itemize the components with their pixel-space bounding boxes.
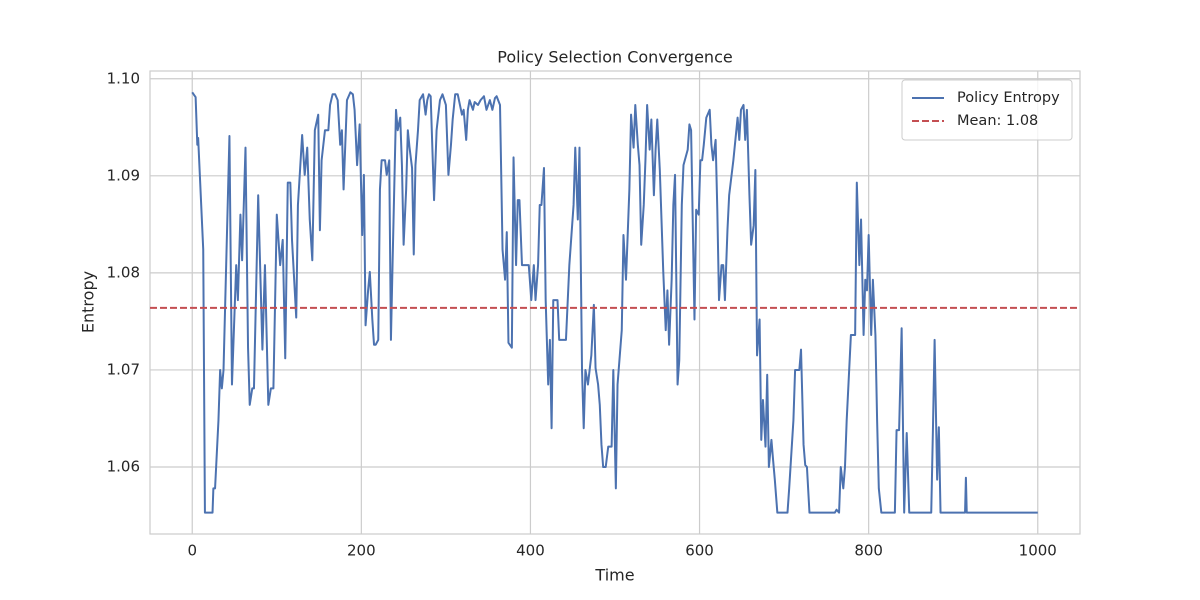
- x-axis-label: Time: [594, 566, 634, 585]
- y-axis-label: Entropy: [79, 271, 98, 333]
- x-tick-label: 600: [685, 542, 714, 560]
- grid: 1.06 1.07 1.08 1.09 1.10 0 200 400 600 800 1000: [107, 69, 1080, 560]
- plot: [150, 91, 1080, 514]
- y-tick-label: 1.08: [107, 263, 140, 281]
- y-tick-label: 1.09: [107, 166, 140, 184]
- legend: Policy Entropy Mean: 1.08: [901, 79, 1073, 141]
- y-tick-label: 1.06: [107, 458, 140, 476]
- legend-label: Mean: 1.08: [957, 113, 1038, 129]
- data-line: [191, 91, 1038, 514]
- x-tick-label: 0: [187, 542, 197, 560]
- x-tick-label: 800: [854, 542, 883, 560]
- legend-label: Policy Entropy: [957, 90, 1060, 106]
- x-tick-label: 400: [516, 542, 545, 560]
- y-tick-label: 1.10: [107, 69, 140, 87]
- legend-box: [901, 79, 1073, 141]
- x-tick-label: 1000: [1019, 542, 1057, 560]
- x-tick-label: 200: [347, 542, 376, 560]
- chart-title: Policy Selection Convergence: [497, 48, 732, 67]
- y-tick-label: 1.07: [107, 360, 140, 378]
